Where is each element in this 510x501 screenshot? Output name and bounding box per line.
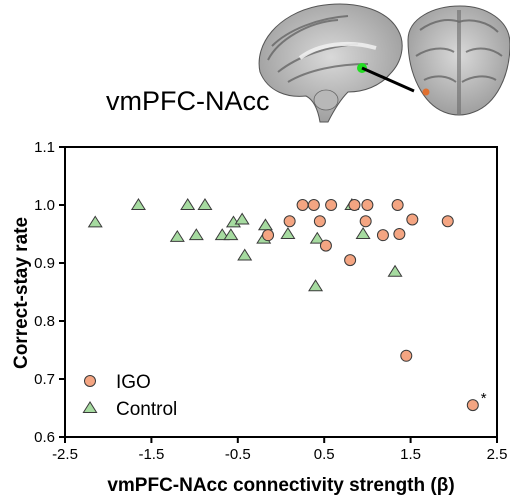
igo-point xyxy=(391,199,404,211)
x-tick-label: 0.5 xyxy=(314,446,335,463)
control-point xyxy=(87,215,103,228)
control-point xyxy=(188,228,204,241)
igo-point xyxy=(313,215,326,228)
control-point xyxy=(309,231,325,244)
x-tick-label: 1.5 xyxy=(400,446,421,463)
control-point xyxy=(169,229,185,242)
igo-point xyxy=(406,213,419,226)
legend: IGO Control xyxy=(82,372,177,420)
igo-point xyxy=(376,229,389,242)
igo-point xyxy=(359,215,372,228)
igo-point xyxy=(348,199,361,211)
x-axis-title: vmPFC-NAcc connectivity strength (β) xyxy=(107,475,454,496)
y-tick-label: 1.0 xyxy=(34,197,55,214)
significance-asterisk: * xyxy=(481,390,487,407)
legend-igo-label: IGO xyxy=(116,372,151,393)
y-tick-label: 0.6 xyxy=(34,429,55,446)
igo-point xyxy=(262,229,275,242)
control-point xyxy=(180,198,196,210)
x-tick-label: 2.5 xyxy=(487,446,508,463)
igo-point xyxy=(344,254,357,267)
x-tick-label: -0.5 xyxy=(225,446,251,463)
x-tick-label: -2.5 xyxy=(52,446,78,463)
y-tick-label: 0.9 xyxy=(34,255,55,272)
y-tick-label: 0.8 xyxy=(34,313,55,330)
igo-point xyxy=(361,199,374,211)
igo-point xyxy=(400,349,413,362)
brain-sagittal-coronal-icon xyxy=(258,3,510,123)
legend-control-label: Control xyxy=(116,399,177,420)
y-tick-label: 1.1 xyxy=(34,139,55,156)
axes xyxy=(64,146,498,438)
y-axis-title: Correct-stay rate xyxy=(11,217,32,369)
igo-point xyxy=(393,228,406,240)
control-point xyxy=(308,279,324,292)
igo-point xyxy=(296,199,309,211)
control-point xyxy=(355,227,371,239)
x-tick-label: -1.5 xyxy=(138,446,164,463)
control-point xyxy=(234,212,250,225)
target-marker xyxy=(422,88,430,96)
region-label: vmPFC-NAcc xyxy=(106,86,270,116)
legend-igo-marker xyxy=(84,375,96,387)
plot-frame xyxy=(64,146,498,438)
control-point xyxy=(280,227,296,239)
control-point xyxy=(237,248,253,261)
igo-point xyxy=(307,199,320,211)
control-point xyxy=(197,198,213,210)
control-point xyxy=(387,264,403,277)
igo-point xyxy=(283,215,296,228)
igo-point xyxy=(319,239,332,252)
igo-point xyxy=(441,215,454,228)
data-points: * xyxy=(87,198,487,412)
legend-control-marker xyxy=(82,401,98,413)
igo-point xyxy=(466,399,479,412)
y-tick-label: 0.7 xyxy=(34,371,55,388)
control-point xyxy=(223,228,239,241)
control-point xyxy=(257,218,273,231)
ticks: -2.5 -1.5 -0.5 0.5 1.5 2.5 0.6 0.7 0.8 0.9 1.0 1.1 xyxy=(34,139,507,463)
connection-line xyxy=(361,66,415,93)
control-point xyxy=(130,198,146,210)
igo-point xyxy=(325,199,338,211)
